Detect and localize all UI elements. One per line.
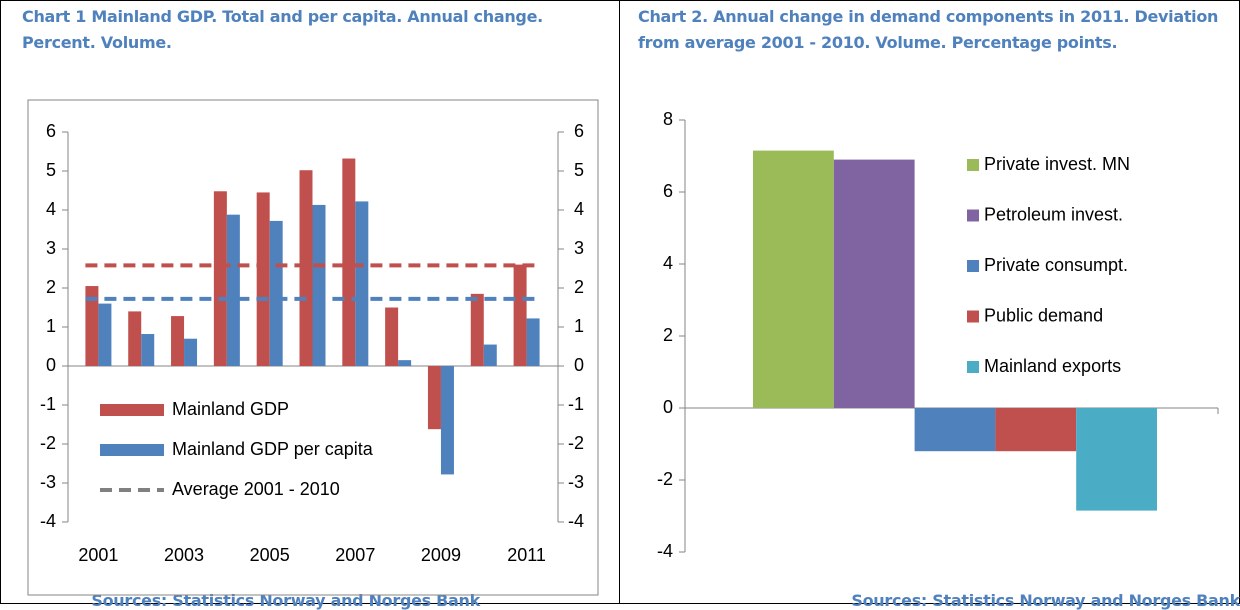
y2-tick-label: 2	[574, 277, 584, 297]
x-tick-label: 2005	[250, 545, 290, 565]
bar	[342, 158, 356, 366]
chart-title: Chart 1 Mainland GDP. Total and per capi…	[22, 7, 543, 52]
y2-tick-label: 6	[574, 121, 584, 141]
bar	[526, 318, 540, 366]
legend-label: Petroleum invest.	[984, 204, 1123, 224]
bar	[299, 170, 313, 366]
y-tick-label: 8	[663, 109, 673, 129]
legend-swatch	[100, 444, 164, 456]
bar	[184, 338, 198, 366]
bar	[385, 307, 399, 366]
bar	[513, 264, 527, 366]
y2-tick-label: -1	[568, 394, 584, 414]
bar	[256, 192, 270, 366]
y-tick-label: 2	[46, 277, 56, 297]
y2-tick-label: -2	[568, 433, 584, 453]
y-tick-label: 0	[46, 355, 56, 375]
bar	[914, 408, 996, 452]
x-tick-label: 2003	[164, 545, 204, 565]
bar	[98, 303, 112, 366]
x-tick-label: 2001	[78, 545, 118, 565]
legend-swatch	[967, 260, 979, 272]
y-tick-label: -1	[40, 394, 56, 414]
y2-tick-label: 1	[574, 316, 584, 336]
legend-label: Private invest. MN	[984, 154, 1130, 174]
bar	[440, 366, 454, 475]
y2-tick-label: 5	[574, 160, 584, 180]
bar	[483, 344, 497, 366]
y-tick-label: 4	[46, 199, 56, 219]
legend-swatch	[967, 310, 979, 323]
bar	[398, 360, 412, 366]
y-tick-label: 6	[663, 181, 673, 201]
plot-frame	[27, 99, 599, 596]
y2-tick-label: 3	[574, 238, 584, 258]
bar	[85, 286, 99, 366]
y-tick-label: 2	[663, 325, 673, 345]
y-tick-label: -4	[40, 511, 56, 531]
y-tick-label: 3	[46, 238, 56, 258]
y-tick-label: 4	[663, 253, 673, 273]
source: Sources: Statistics Norway and Norges Ba…	[91, 591, 480, 610]
legend-label: Average 2001 - 2010	[172, 479, 340, 499]
y2-tick-label: 0	[574, 355, 584, 375]
y-tick-label: -4	[657, 541, 673, 561]
y-tick-label: 1	[46, 316, 56, 336]
bar	[226, 214, 240, 366]
bar	[355, 201, 369, 366]
bar	[470, 293, 484, 366]
chart-title: Chart 2. Annual change in demand compone…	[638, 7, 1219, 52]
bar	[833, 159, 915, 408]
legend-swatch	[100, 404, 164, 416]
legend-label: Private consumpt.	[984, 255, 1128, 275]
bar	[995, 408, 1077, 452]
legend-swatch	[967, 361, 979, 373]
y-tick-label: 0	[663, 397, 673, 417]
legend-label: Mainland exports	[984, 356, 1121, 376]
bar	[141, 334, 155, 366]
bar	[269, 220, 283, 366]
legend-swatch	[967, 209, 979, 222]
bar	[753, 150, 834, 408]
bar	[128, 311, 142, 366]
bar	[312, 204, 326, 366]
legend-label: Mainland GDP	[172, 399, 289, 419]
legend-label: Mainland GDP per capita	[172, 439, 374, 459]
bar	[213, 191, 227, 366]
y2-tick-label: 4	[574, 199, 584, 219]
legend-swatch	[967, 159, 979, 171]
y-tick-label: 5	[46, 160, 56, 180]
source-wrap: Sources: Statistics Norway and Norges Ba…	[0, 0, 620, 610]
x-tick-label: 2007	[335, 545, 375, 565]
bar	[1076, 408, 1157, 511]
y-tick-label: -2	[40, 433, 56, 453]
bar	[427, 366, 441, 430]
x-tick-label: 2011	[507, 545, 546, 565]
legend-label: Public demand	[984, 305, 1103, 325]
x-tick-label: 2009	[421, 545, 461, 565]
bar	[171, 316, 185, 366]
y-tick-label: -3	[40, 472, 56, 492]
source-wrap: Sources: Statistics Norway and Norges Ba…	[620, 0, 1240, 610]
y-tick-label: -2	[657, 469, 673, 489]
y2-tick-label: -4	[568, 511, 584, 531]
source: Sources: Statistics Norway and Norges Ba…	[851, 591, 1240, 610]
y2-tick-label: -3	[568, 472, 584, 492]
y-tick-label: 6	[46, 121, 56, 141]
